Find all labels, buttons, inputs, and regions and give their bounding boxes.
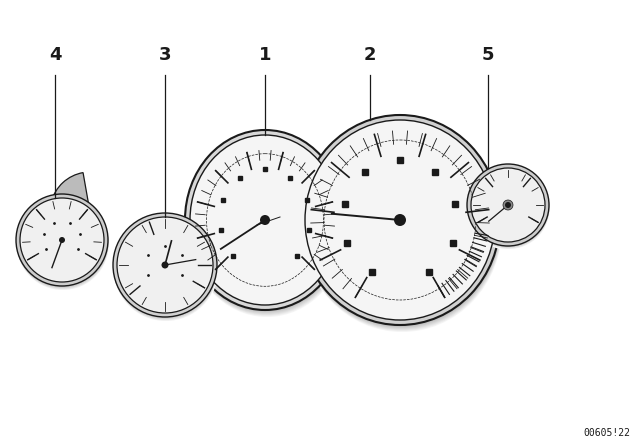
Ellipse shape xyxy=(301,117,500,327)
Circle shape xyxy=(20,198,104,282)
Ellipse shape xyxy=(16,195,108,287)
Ellipse shape xyxy=(186,132,346,312)
Ellipse shape xyxy=(468,168,550,250)
Polygon shape xyxy=(446,173,476,237)
Circle shape xyxy=(260,215,270,225)
Text: 4: 4 xyxy=(49,46,61,64)
Ellipse shape xyxy=(186,134,346,314)
Ellipse shape xyxy=(467,164,549,246)
Ellipse shape xyxy=(190,135,340,305)
Ellipse shape xyxy=(188,138,348,318)
Ellipse shape xyxy=(113,213,217,317)
Ellipse shape xyxy=(114,218,218,322)
Ellipse shape xyxy=(17,197,109,289)
Ellipse shape xyxy=(187,136,347,316)
Ellipse shape xyxy=(114,216,218,320)
Ellipse shape xyxy=(301,120,502,330)
Circle shape xyxy=(503,200,513,210)
Ellipse shape xyxy=(302,122,502,332)
Ellipse shape xyxy=(113,215,218,319)
Ellipse shape xyxy=(113,214,217,318)
Text: 00605!22: 00605!22 xyxy=(583,428,630,438)
Ellipse shape xyxy=(17,199,109,291)
Ellipse shape xyxy=(468,167,550,249)
Ellipse shape xyxy=(17,198,109,290)
Text: 5: 5 xyxy=(482,46,494,64)
Circle shape xyxy=(59,237,65,243)
Ellipse shape xyxy=(300,116,500,326)
Ellipse shape xyxy=(185,130,345,310)
Ellipse shape xyxy=(187,137,347,317)
Ellipse shape xyxy=(467,166,549,248)
Circle shape xyxy=(161,262,168,268)
Wedge shape xyxy=(115,243,173,275)
Ellipse shape xyxy=(302,121,502,331)
Wedge shape xyxy=(432,250,488,285)
Circle shape xyxy=(505,202,511,208)
Ellipse shape xyxy=(302,123,502,333)
Circle shape xyxy=(394,214,406,226)
Ellipse shape xyxy=(114,217,218,321)
Ellipse shape xyxy=(301,119,501,329)
Circle shape xyxy=(117,217,213,313)
Text: 2: 2 xyxy=(364,46,376,64)
Ellipse shape xyxy=(16,194,108,286)
Ellipse shape xyxy=(301,118,501,328)
Text: 1: 1 xyxy=(259,46,271,64)
Ellipse shape xyxy=(186,133,346,313)
Ellipse shape xyxy=(467,165,549,247)
Text: 3: 3 xyxy=(159,46,172,64)
Ellipse shape xyxy=(17,196,108,288)
Ellipse shape xyxy=(436,172,476,238)
Circle shape xyxy=(471,168,545,242)
Ellipse shape xyxy=(186,131,346,311)
Ellipse shape xyxy=(300,115,500,325)
Ellipse shape xyxy=(305,120,495,320)
Wedge shape xyxy=(50,172,90,243)
Ellipse shape xyxy=(186,135,346,315)
